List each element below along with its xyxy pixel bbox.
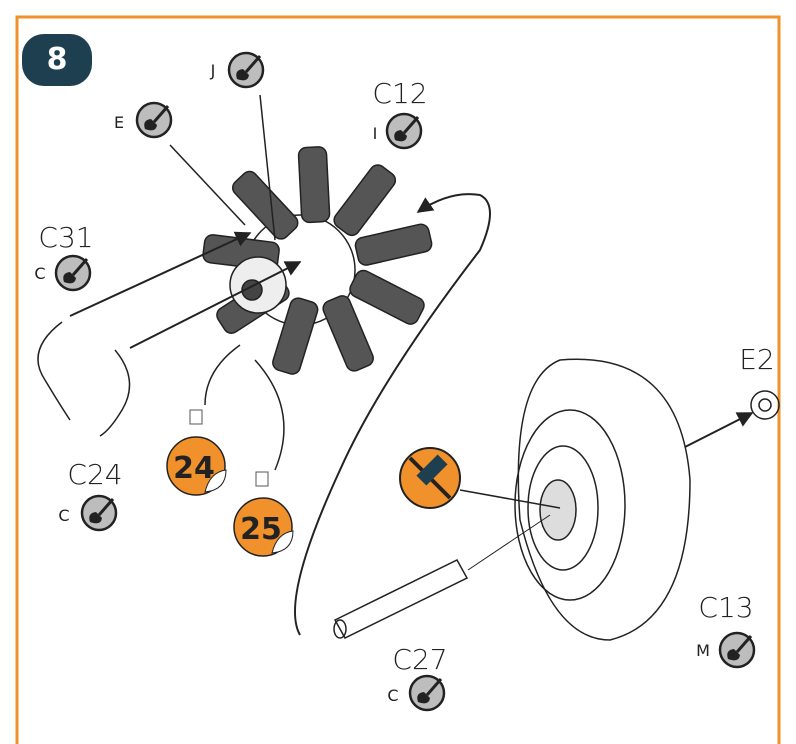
paint-code: C	[58, 506, 69, 525]
cylinder	[321, 293, 376, 373]
decal-number: 24	[173, 451, 215, 486]
part-label: C31	[38, 221, 93, 254]
part-label: E2	[739, 343, 775, 376]
instruction-step: 8 24 25	[0, 0, 796, 744]
paint-code: M	[696, 641, 710, 660]
cylinder	[331, 162, 399, 239]
paint-code: C	[34, 264, 45, 283]
part-label: C12	[372, 77, 427, 110]
part-label: C13	[698, 591, 753, 624]
part-c31	[38, 322, 70, 420]
decal-24: 24	[167, 410, 226, 495]
paint-code: J	[210, 61, 216, 80]
cylinder	[347, 268, 427, 327]
part-label: C27	[392, 643, 447, 676]
engine	[202, 146, 433, 376]
decal-25: 25	[234, 472, 293, 556]
cylinder	[298, 146, 330, 222]
paint-code: I	[373, 124, 378, 143]
paint-code: C	[387, 686, 398, 705]
cylinder	[354, 223, 433, 267]
paint-code: E	[114, 113, 124, 132]
part-e2	[751, 391, 779, 419]
part-label: C24	[67, 458, 122, 491]
shaft	[334, 560, 467, 638]
decal-number: 25	[240, 512, 282, 547]
part-c24	[100, 350, 130, 436]
step-number: 8	[47, 42, 68, 77]
hub	[515, 359, 690, 640]
